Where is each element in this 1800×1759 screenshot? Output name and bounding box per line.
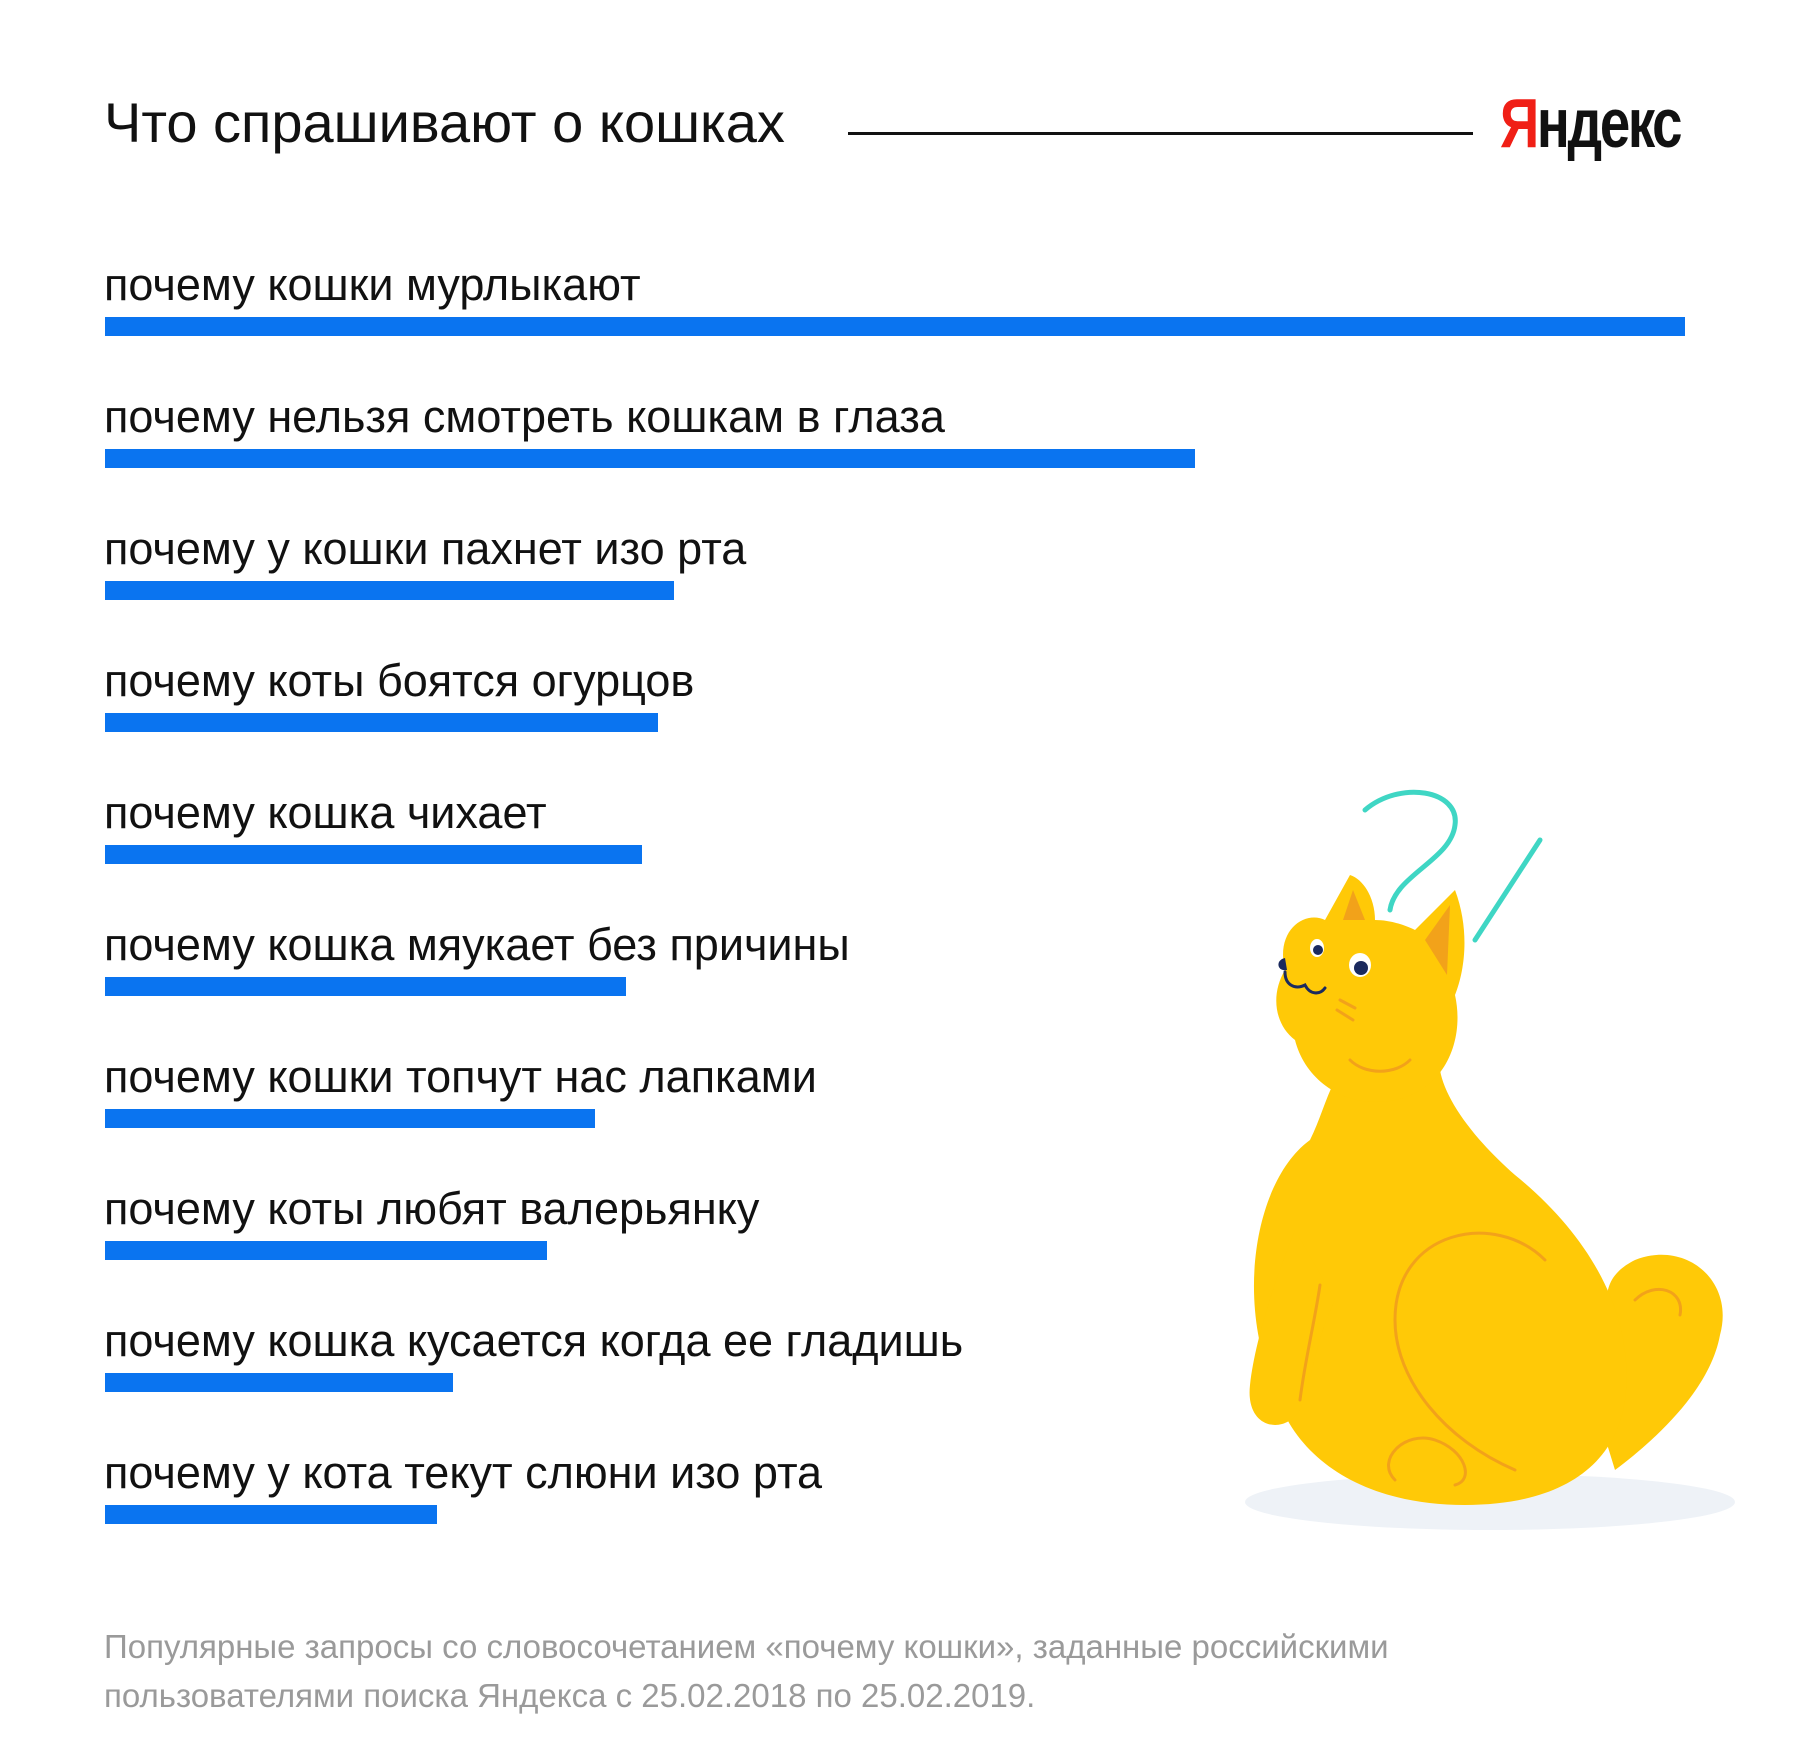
bar — [105, 1373, 453, 1392]
bar — [105, 1241, 548, 1260]
bar-label: почему у кота текут слюни изо рта — [104, 1447, 823, 1498]
question-mark-icon — [1362, 789, 1458, 913]
yandex-logo: Яндекс — [1500, 88, 1683, 158]
bar-label: почему у кошки пахнет изо рта — [104, 523, 747, 574]
cat-illustration — [1245, 789, 1735, 1530]
bar-label: почему коты боятся огурцов — [104, 655, 695, 706]
bar-label: почему кошка чихает — [104, 787, 547, 838]
bar-label: почему кошки мурлыкают — [104, 259, 641, 310]
logo-rest: ндекс — [1536, 84, 1683, 162]
bar-label: почему кошка кусается когда ее гладишь — [104, 1315, 964, 1366]
cat-smile — [1348, 1058, 1412, 1073]
bar — [105, 845, 643, 864]
bar-label: почему кошка мяукает без причины — [104, 919, 850, 970]
cat-body — [1253, 1070, 1627, 1505]
cat-ear-inner-left — [1343, 890, 1365, 920]
logo-letter-ya: Я — [1500, 84, 1539, 162]
bar-label: почему коты любят валерьянку — [104, 1183, 760, 1234]
bar-label: почему нельзя смотреть кошкам в глаза — [104, 391, 945, 442]
cat-tail — [1595, 1254, 1723, 1470]
footnote: Популярные запросы со словосочетанием «п… — [104, 1628, 1389, 1714]
bar — [105, 317, 1685, 336]
bar — [105, 977, 627, 996]
bar — [105, 449, 1196, 468]
page-title: Что спрашивают о кошках — [104, 91, 785, 154]
bar-label: почему кошки топчут нас лапками — [104, 1051, 817, 1102]
exclamation-mark-icon — [1472, 837, 1543, 943]
cat-front-leg — [1249, 1230, 1335, 1425]
bar — [105, 713, 658, 732]
cat-ear-inner-right — [1425, 905, 1450, 975]
cat-nose — [1278, 958, 1287, 971]
cat-head — [1276, 875, 1465, 1102]
bar — [105, 581, 674, 600]
title-divider — [848, 132, 1473, 135]
cat-mouth — [1283, 970, 1327, 995]
bar — [105, 1109, 595, 1128]
bar — [105, 1505, 437, 1524]
cat-hind-leg — [1393, 1231, 1547, 1472]
